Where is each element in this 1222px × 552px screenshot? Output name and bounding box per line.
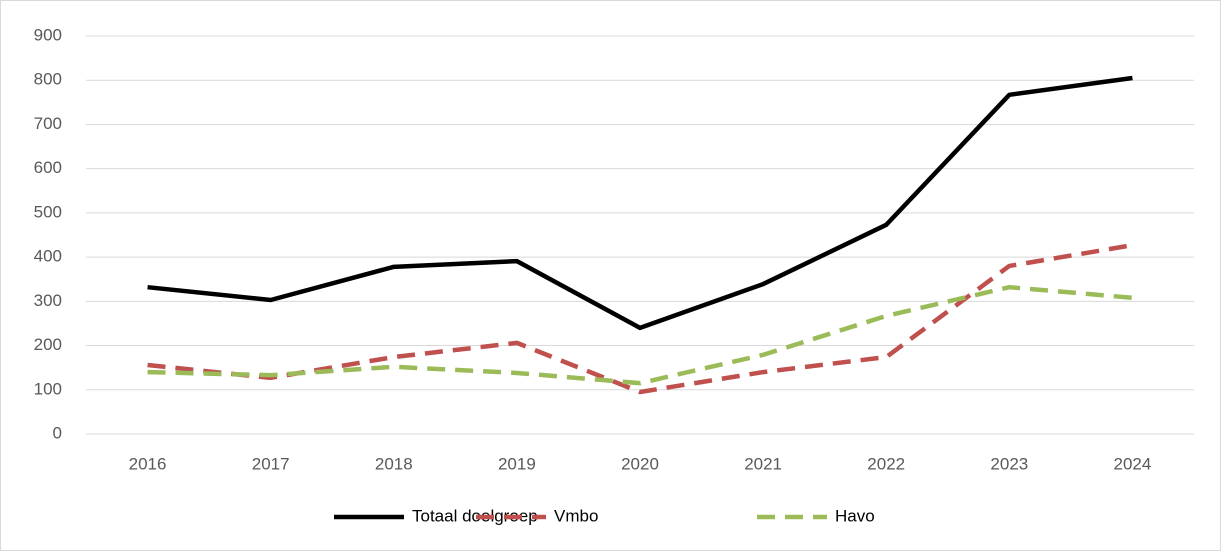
- y-tick-label: 900: [34, 25, 62, 44]
- x-tick-label: 2018: [375, 454, 413, 473]
- y-tick-label: 600: [34, 158, 62, 177]
- y-tick-label: 800: [34, 70, 62, 89]
- series-line: [147, 284, 1133, 386]
- series-line: [147, 75, 1133, 331]
- legend: Totaal doelgroep Vmbo Havo: [334, 506, 875, 525]
- x-tick-label: 2022: [867, 454, 905, 473]
- y-tick-label: 500: [34, 202, 62, 221]
- y-tick-label: 200: [34, 335, 62, 354]
- y-tick-label: 100: [34, 379, 62, 398]
- legend-label: Havo: [835, 506, 875, 525]
- y-tick-label: 300: [34, 291, 62, 310]
- series-line: [147, 242, 1133, 395]
- x-tick-label: 2017: [252, 454, 290, 473]
- x-tick-label: 2016: [129, 454, 167, 473]
- legend-label: Vmbo: [554, 506, 598, 525]
- y-tick-label: 700: [34, 114, 62, 133]
- x-tick-label: 2023: [990, 454, 1028, 473]
- x-tick-label: 2024: [1114, 454, 1152, 473]
- x-tick-label: 2021: [744, 454, 782, 473]
- x-tick-label: 2019: [498, 454, 536, 473]
- x-tick-label: 2020: [621, 454, 659, 473]
- y-tick-label: 0: [53, 423, 62, 442]
- y-tick-label: 400: [34, 247, 62, 266]
- legend-label: Totaal doelgroep: [412, 506, 538, 525]
